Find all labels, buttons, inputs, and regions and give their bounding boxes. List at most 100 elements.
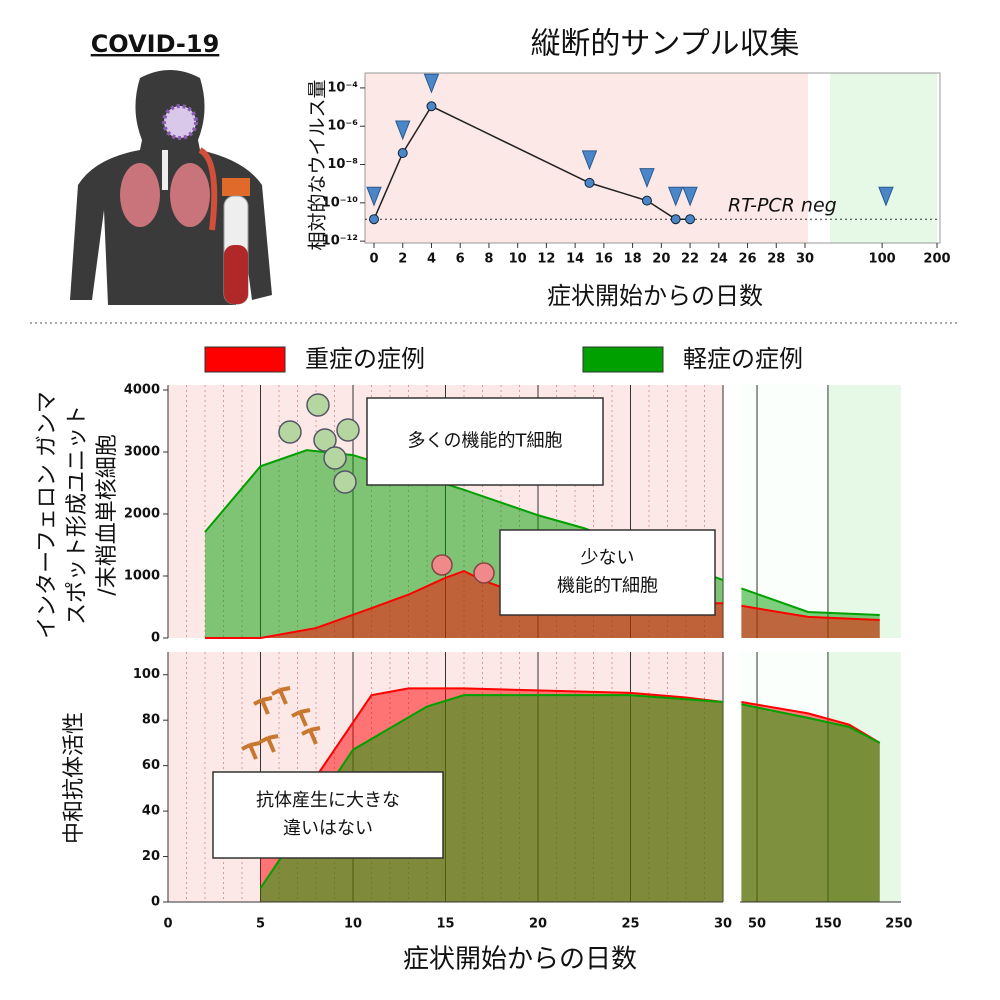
annotation-box xyxy=(499,529,716,616)
sample-marker xyxy=(878,186,894,207)
series-line xyxy=(741,701,881,744)
y-tick-label: 0 xyxy=(151,631,160,646)
x-tick-label: 50 xyxy=(748,917,766,932)
frame xyxy=(364,72,941,244)
area-fill xyxy=(741,605,880,638)
bg-late xyxy=(830,73,937,243)
y-tick-label: 10⁻¹⁰ xyxy=(322,195,359,210)
legend-swatch xyxy=(582,346,664,373)
series-line xyxy=(741,604,880,622)
x-tick-label: 26 xyxy=(738,252,756,267)
tube-line xyxy=(198,147,218,231)
antibody xyxy=(241,741,261,760)
sample-marker xyxy=(581,150,598,171)
annotation: 抗体産生に大きな xyxy=(256,790,400,811)
x-axis-label: 症状開始からの日数 xyxy=(547,282,763,310)
t-cell xyxy=(323,446,347,470)
antibody xyxy=(259,734,279,753)
y-axis-label: 中和抗体活性 xyxy=(62,712,87,844)
y-tick-label: 2000 xyxy=(124,507,160,522)
viral-point xyxy=(670,214,681,225)
x-tick-label: 30 xyxy=(714,917,732,932)
y-tick-label: 20 xyxy=(142,849,160,864)
x-tick-label: 30 xyxy=(796,252,814,267)
x-tick-label: 25 xyxy=(621,917,639,932)
sample-marker xyxy=(682,186,698,207)
sample-marker xyxy=(395,120,411,141)
sample-marker xyxy=(366,186,382,207)
x-tick-label: 0 xyxy=(369,252,378,267)
x-tick-label: 100 xyxy=(869,252,896,267)
annotation: 少ない xyxy=(581,548,635,569)
area-fill xyxy=(741,704,880,902)
series-line xyxy=(741,587,880,617)
antibody xyxy=(271,686,291,705)
t-cell xyxy=(333,470,357,494)
sample-marker xyxy=(423,73,440,94)
threshold-label: RT-PCR neg xyxy=(728,195,837,217)
y-tick-label: 10⁻⁴ xyxy=(327,80,358,95)
y-tick-label: 10⁻⁸ xyxy=(327,157,358,172)
y-tick-label: 100 xyxy=(133,667,160,682)
x-tick-label: 10 xyxy=(344,917,362,932)
legend-swatch xyxy=(204,346,286,373)
antibody xyxy=(291,708,311,727)
y-axis-label: スポット形成ユニット xyxy=(65,405,90,625)
x-tick-label: 28 xyxy=(767,252,785,267)
chart-title: 縦断的サンプル収集 xyxy=(530,27,799,62)
y-tick-label: 80 xyxy=(142,713,160,728)
annotation-box xyxy=(366,397,604,486)
viral-point xyxy=(641,195,652,206)
x-tick-label: 2 xyxy=(398,252,407,267)
x-tick-label: 200 xyxy=(923,252,950,267)
trachea xyxy=(162,150,168,190)
x-tick-label: 20 xyxy=(529,917,547,932)
y-tick-label: 40 xyxy=(142,804,160,819)
blood xyxy=(224,245,248,304)
y-axis-label: /末梢血単核細胞 xyxy=(95,434,120,595)
area-fill xyxy=(205,571,723,638)
x-tick-label: 10 xyxy=(509,252,527,267)
t-cell xyxy=(336,418,360,442)
y-tick-label: 60 xyxy=(142,758,160,773)
virus xyxy=(162,104,198,140)
x-tick-label: 22 xyxy=(681,252,699,267)
x-tick-label: 4 xyxy=(427,252,436,267)
t-cell xyxy=(473,562,495,584)
y-tick-label: 3000 xyxy=(124,445,160,460)
viral-point xyxy=(584,177,595,188)
series-line xyxy=(741,703,881,744)
t-cell xyxy=(278,420,302,444)
x-tick-label: 20 xyxy=(652,252,670,267)
x-tick-label: 18 xyxy=(624,252,642,267)
y-axis-label: インターフェロン ガンマ xyxy=(35,391,60,639)
annotation: 違いはない xyxy=(283,818,373,839)
x-tick-label: 250 xyxy=(885,917,912,932)
x-tick-label: 6 xyxy=(456,252,465,267)
series-line xyxy=(259,687,724,860)
annotation: 多くの機能的T細胞 xyxy=(408,431,563,452)
legend-label: 重症の症例 xyxy=(305,345,425,373)
annotation: 機能的T細胞 xyxy=(557,576,658,597)
antibody xyxy=(301,726,321,745)
lung xyxy=(120,163,160,227)
x-tick-label: 150 xyxy=(814,917,841,932)
lung xyxy=(170,163,210,227)
t-cell xyxy=(306,393,330,417)
x-tick-label: 24 xyxy=(710,252,728,267)
y-tick-label: 10⁻¹² xyxy=(322,234,358,249)
figure-label: COVID-19 xyxy=(91,30,220,58)
antibody xyxy=(253,696,273,715)
viral-point xyxy=(369,214,379,225)
x-axis-label: 症状開始からの日数 xyxy=(403,945,637,975)
t-cell xyxy=(431,554,453,576)
y-tick-label: 10⁻⁶ xyxy=(327,119,358,134)
x-tick-label: 12 xyxy=(537,252,555,267)
y-tick-label: 0 xyxy=(151,895,160,910)
x-tick-label: 14 xyxy=(566,252,584,267)
bg-late-green xyxy=(827,385,901,638)
y-tick-label: 1000 xyxy=(124,569,160,584)
